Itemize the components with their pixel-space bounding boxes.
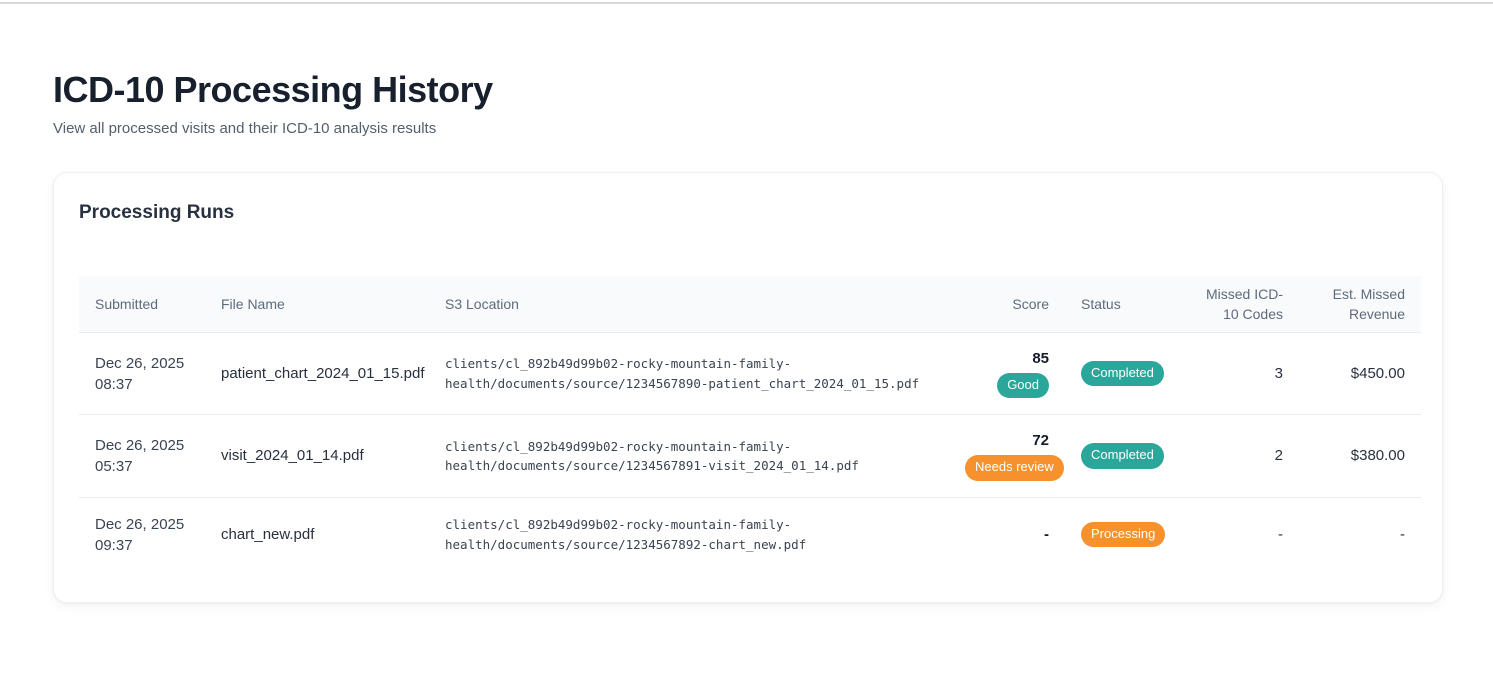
missed-codes-value: 3 — [1274, 365, 1283, 383]
est-missed-revenue-cell: - — [1299, 497, 1421, 572]
top-divider — [0, 2, 1493, 4]
status-cell: Completed — [1065, 333, 1183, 415]
est-missed-revenue-value: - — [1400, 526, 1405, 544]
s3-location-cell: clients/cl_892b49d99b02-rocky-mountain-f… — [429, 497, 949, 572]
status-badge: Completed — [1081, 361, 1164, 387]
est-missed-revenue-cell: $450.00 — [1299, 333, 1421, 415]
score-value: - — [1044, 525, 1049, 543]
status-badge: Completed — [1081, 443, 1164, 469]
col-header-submitted: Submitted — [79, 275, 205, 333]
score-value: 85 — [1032, 350, 1049, 368]
table-header-row: Submitted File Name S3 Location Score St… — [79, 275, 1421, 333]
submitted-time: 08:37 — [95, 375, 133, 393]
submitted-cell: Dec 26, 2025 08:37 — [79, 333, 205, 415]
table-row: Dec 26, 2025 08:37 patient_chart_2024_01… — [79, 332, 1421, 415]
submitted-date: Dec 26, 2025 — [95, 515, 185, 533]
file-name-cell: patient_chart_2024_01_15.pdf — [205, 333, 429, 415]
col-header-s3-location: S3 Location — [429, 275, 949, 333]
processing-runs-card: Processing Runs Submitted File Name S3 L… — [53, 171, 1443, 603]
file-name: patient_chart_2024_01_15.pdf — [221, 365, 425, 383]
missed-codes-cell: 3 — [1183, 333, 1299, 415]
est-missed-revenue-value: $380.00 — [1350, 447, 1405, 465]
score-cell: 85 Good — [949, 333, 1065, 415]
submitted-time: 09:37 — [95, 536, 133, 554]
col-header-est-missed-revenue: Est. Missed Revenue — [1299, 275, 1421, 333]
file-name-cell: chart_new.pdf — [205, 497, 429, 572]
score-badge: Needs review — [965, 455, 1064, 481]
col-header-status: Status — [1065, 275, 1183, 333]
card-title: Processing Runs — [79, 201, 235, 223]
missed-codes-value: - — [1278, 526, 1283, 544]
s3-location-cell: clients/cl_892b49d99b02-rocky-mountain-f… — [429, 415, 949, 497]
s3-location-cell: clients/cl_892b49d99b02-rocky-mountain-f… — [429, 333, 949, 415]
page-header: ICD-10 Processing History View all proce… — [53, 70, 1443, 137]
table-row: Dec 26, 2025 09:37 chart_new.pdf clients… — [79, 497, 1421, 572]
col-header-score: Score — [949, 275, 1065, 333]
missed-codes-cell: 2 — [1183, 415, 1299, 497]
submitted-cell: Dec 26, 2025 09:37 — [79, 497, 205, 572]
score-cell: - — [949, 497, 1065, 572]
status-cell: Processing — [1065, 497, 1183, 572]
est-missed-revenue-cell: $380.00 — [1299, 415, 1421, 497]
missed-codes-cell: - — [1183, 497, 1299, 572]
status-cell: Completed — [1065, 415, 1183, 497]
page-subtitle: View all processed visits and their ICD-… — [53, 119, 437, 137]
processing-runs-table: Submitted File Name S3 Location Score St… — [79, 275, 1421, 572]
submitted-date: Dec 26, 2025 — [95, 436, 185, 454]
missed-codes-value: 2 — [1274, 447, 1283, 465]
table-row: Dec 26, 2025 05:37 visit_2024_01_14.pdf … — [79, 414, 1421, 497]
s3-location: clients/cl_892b49d99b02-rocky-mountain-f… — [445, 356, 920, 391]
submitted-cell: Dec 26, 2025 05:37 — [79, 415, 205, 497]
score-value: 72 — [1032, 432, 1049, 450]
s3-location: clients/cl_892b49d99b02-rocky-mountain-f… — [445, 438, 859, 473]
page-title: ICD-10 Processing History — [53, 69, 493, 110]
est-missed-revenue-value: $450.00 — [1350, 365, 1405, 383]
s3-location: clients/cl_892b49d99b02-rocky-mountain-f… — [445, 517, 807, 552]
score-cell: 72 Needs review — [949, 415, 1065, 497]
score-badge: Good — [997, 373, 1049, 399]
submitted-time: 05:37 — [95, 457, 133, 475]
file-name-cell: visit_2024_01_14.pdf — [205, 415, 429, 497]
file-name: chart_new.pdf — [221, 526, 315, 544]
submitted-date: Dec 26, 2025 — [95, 354, 185, 372]
col-header-file-name: File Name — [205, 275, 429, 333]
file-name: visit_2024_01_14.pdf — [221, 447, 364, 465]
status-badge: Processing — [1081, 521, 1166, 548]
col-header-missed-codes: Missed ICD-10 Codes — [1183, 275, 1299, 333]
